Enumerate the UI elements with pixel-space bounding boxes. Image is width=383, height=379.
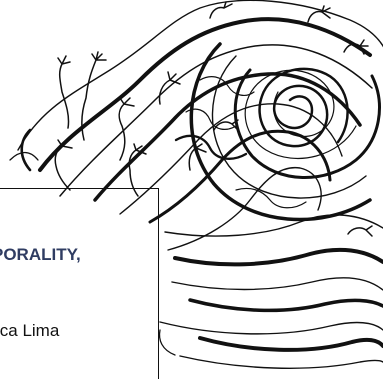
contour-line [148, 129, 332, 224]
contour-line [20, 128, 32, 172]
contour-line [198, 336, 383, 352]
contour-line [17, 0, 383, 151]
spiral-core [189, 42, 372, 222]
contour-line [59, 44, 373, 197]
spiral-core [233, 68, 381, 179]
contour-line [179, 355, 383, 369]
contour-line [167, 166, 322, 251]
title-fragment: PORALITY, [0, 245, 160, 265]
contour-line [164, 214, 383, 237]
author-fragment: ica Lima [0, 321, 158, 341]
contour-line [38, 17, 372, 172]
contour-line [158, 329, 176, 356]
author-fragment-text: ica Lima [0, 321, 60, 340]
contour-line [235, 187, 307, 209]
contour-line [174, 134, 248, 160]
contour-line [173, 247, 383, 267]
contour-line [93, 72, 362, 202]
spiral-core [211, 55, 367, 199]
spiral-core [244, 69, 357, 159]
contour-line [9, 151, 39, 161]
hand-shape [54, 1, 373, 237]
contour-line [119, 103, 343, 215]
spiral-core [258, 67, 349, 148]
title-fragment-text: PORALITY, [0, 245, 81, 264]
contour-line [159, 321, 383, 335]
contour-line [199, 76, 255, 96]
contour-line [171, 277, 383, 291]
contour-line [188, 298, 383, 313]
text-box-frame [0, 188, 159, 379]
contour-line [185, 108, 237, 130]
